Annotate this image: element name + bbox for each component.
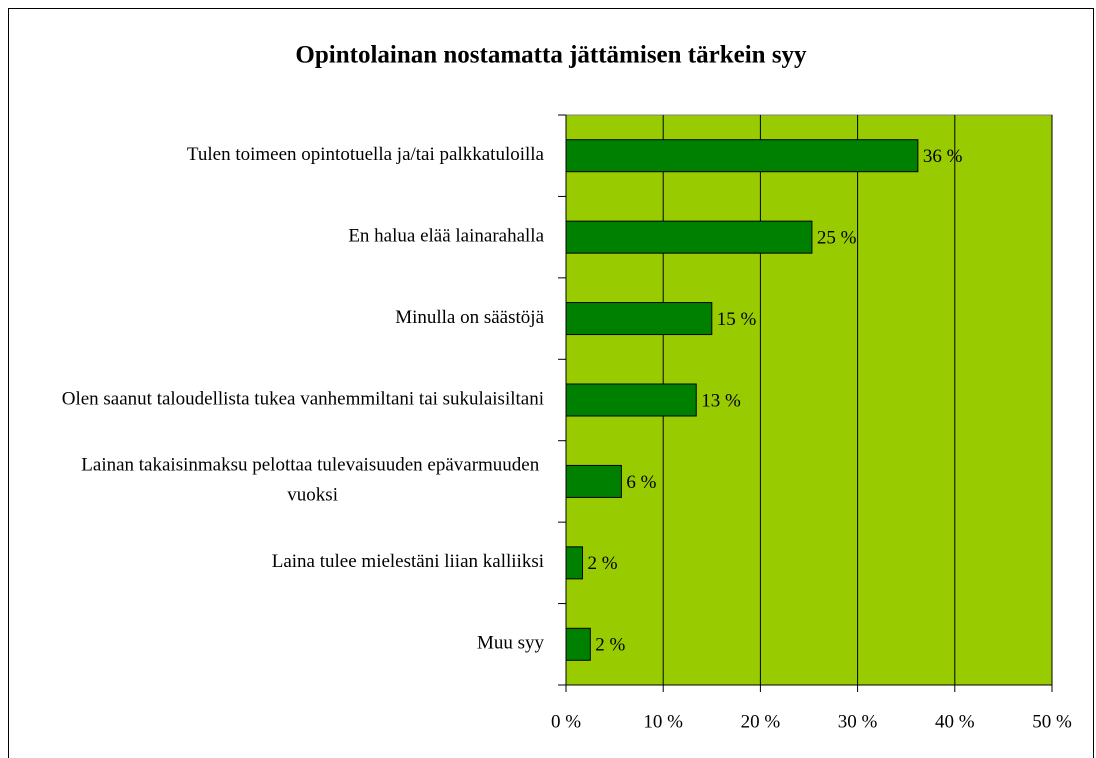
value-label: 6 % xyxy=(626,472,656,493)
y-tick-label: Lainan takaisinmaksu pelottaa tulevaisuu… xyxy=(81,455,544,506)
x-tick-label: 0 % xyxy=(551,711,581,732)
y-tick-label: Laina tulee mielestäni liian kalliiksi xyxy=(272,551,544,572)
value-label: 2 % xyxy=(595,635,625,656)
x-tick-label: 10 % xyxy=(643,711,683,732)
value-label: 15 % xyxy=(717,309,757,330)
y-tick-label: Tulen toimeen opintotuella ja/tai palkka… xyxy=(187,144,545,165)
y-tick-label: Minulla on säästöjä xyxy=(395,307,544,328)
x-tick-label: 20 % xyxy=(741,711,781,732)
chart-title: Opintolainan nostamatta jättämisen tärke… xyxy=(295,42,807,69)
bar xyxy=(565,220,813,254)
y-tick-label: Muu syy xyxy=(477,633,545,654)
y-tick-label: Olen saanut taloudellista tukea vanhemmi… xyxy=(62,388,544,409)
bar xyxy=(565,546,584,580)
bar xyxy=(565,302,713,336)
value-label: 36 % xyxy=(923,146,963,167)
bar xyxy=(565,383,697,417)
x-tick-label: 30 % xyxy=(838,711,878,732)
bar xyxy=(565,627,591,661)
x-tick-label: 50 % xyxy=(1032,711,1072,732)
x-tick-label: 40 % xyxy=(935,711,975,732)
value-label: 13 % xyxy=(701,390,741,411)
value-label: 25 % xyxy=(817,228,857,249)
bar xyxy=(565,464,622,498)
bar xyxy=(565,139,919,173)
value-label: 2 % xyxy=(588,553,618,574)
y-tick-label: En halua elää lainarahalla xyxy=(348,226,544,247)
